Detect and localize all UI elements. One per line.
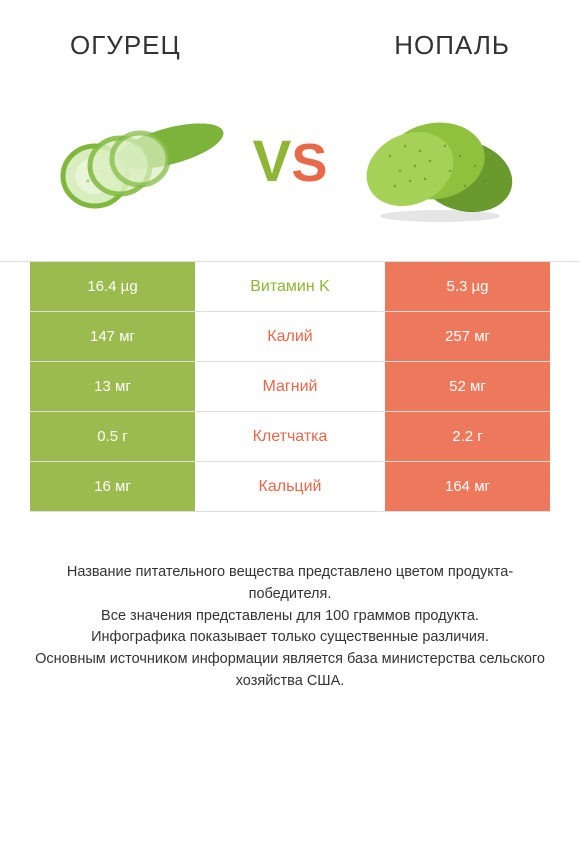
right-value: 257 мг bbox=[385, 312, 550, 361]
nutrition-table: 16.4 µgВитамин K5.3 µg147 мгКалий257 мг1… bbox=[0, 261, 580, 512]
vs-s: S bbox=[291, 132, 327, 194]
left-food-title: ОГУРЕЦ bbox=[70, 30, 181, 61]
right-value: 164 мг bbox=[385, 462, 550, 511]
left-value: 16.4 µg bbox=[30, 262, 195, 311]
right-value: 5.3 µg bbox=[385, 262, 550, 311]
right-food-title: НОПАЛЬ bbox=[394, 30, 510, 61]
table-row: 147 мгКалий257 мг bbox=[30, 312, 550, 362]
left-value: 13 мг bbox=[30, 362, 195, 411]
table-row: 0.5 гКлетчатка2.2 г bbox=[30, 412, 550, 462]
right-value: 52 мг bbox=[385, 362, 550, 411]
footer-notes: Название питательного вещества представл… bbox=[0, 512, 580, 693]
nutrient-name: Клетчатка bbox=[195, 412, 385, 461]
left-value: 0.5 г bbox=[30, 412, 195, 461]
nutrient-name: Кальций bbox=[195, 462, 385, 511]
table-row: 13 мгМагний52 мг bbox=[30, 362, 550, 412]
cucumber-image bbox=[50, 91, 230, 231]
table-row: 16.4 µgВитамин K5.3 µg bbox=[30, 262, 550, 312]
vs-label: VS bbox=[253, 128, 328, 195]
nutrient-name: Витамин K bbox=[195, 262, 385, 311]
footer-line: Название питательного вещества представл… bbox=[30, 562, 550, 606]
images-row: VS bbox=[0, 71, 580, 261]
header: ОГУРЕЦ НОПАЛЬ bbox=[0, 0, 580, 71]
right-value: 2.2 г bbox=[385, 412, 550, 461]
nutrient-name: Калий bbox=[195, 312, 385, 361]
left-value: 16 мг bbox=[30, 462, 195, 511]
nopal-image bbox=[350, 91, 530, 231]
left-value: 147 мг bbox=[30, 312, 195, 361]
nutrient-name: Магний bbox=[195, 362, 385, 411]
footer-line: Основным источником информации является … bbox=[30, 649, 550, 693]
table-row: 16 мгКальций164 мг bbox=[30, 462, 550, 512]
footer-line: Инфографика показывает только существенн… bbox=[30, 627, 550, 649]
vs-v: V bbox=[253, 128, 292, 195]
footer-line: Все значения представлены для 100 граммо… bbox=[30, 606, 550, 628]
